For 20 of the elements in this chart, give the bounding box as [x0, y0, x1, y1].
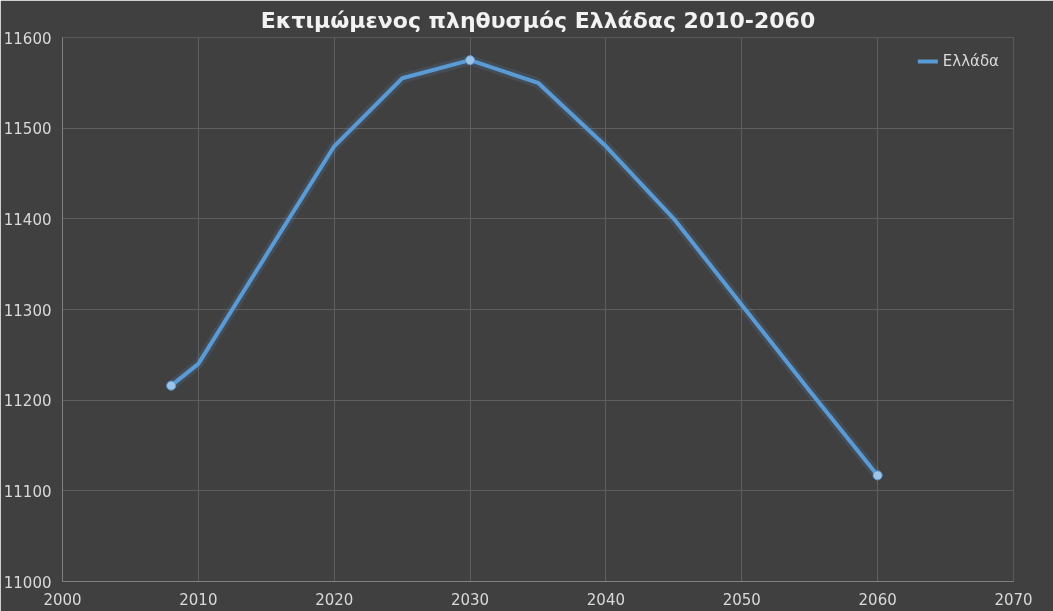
x-tick-label: 2040	[586, 590, 626, 609]
y-tick-label: 11400	[3, 210, 52, 229]
x-tick-label: 2030	[450, 590, 490, 609]
point	[872, 470, 883, 481]
x-tick-label: 2070	[994, 590, 1033, 609]
y-tick-label: 11500	[3, 120, 52, 139]
x-tick-label: 2020	[315, 590, 354, 609]
point	[465, 55, 476, 66]
x-tick-label: 2000	[43, 590, 82, 609]
x-tick-label: 2050	[722, 590, 761, 609]
y-tick-label: 11600	[3, 29, 52, 48]
y-tick-label: 11100	[3, 482, 52, 501]
x-tick-label: 2010	[179, 590, 218, 609]
y-tick-label: 11000	[3, 573, 52, 592]
point	[166, 380, 177, 391]
x-tick-label: 2060	[858, 590, 897, 609]
chart-title: Εκτιμώμενος πληθυσμός Ελλάδας 2010-2060	[260, 7, 816, 33]
y-tick-label: 11300	[3, 301, 52, 320]
y-tick-label: 11200	[3, 392, 52, 411]
legend-label: Ελλάδα	[942, 52, 999, 70]
